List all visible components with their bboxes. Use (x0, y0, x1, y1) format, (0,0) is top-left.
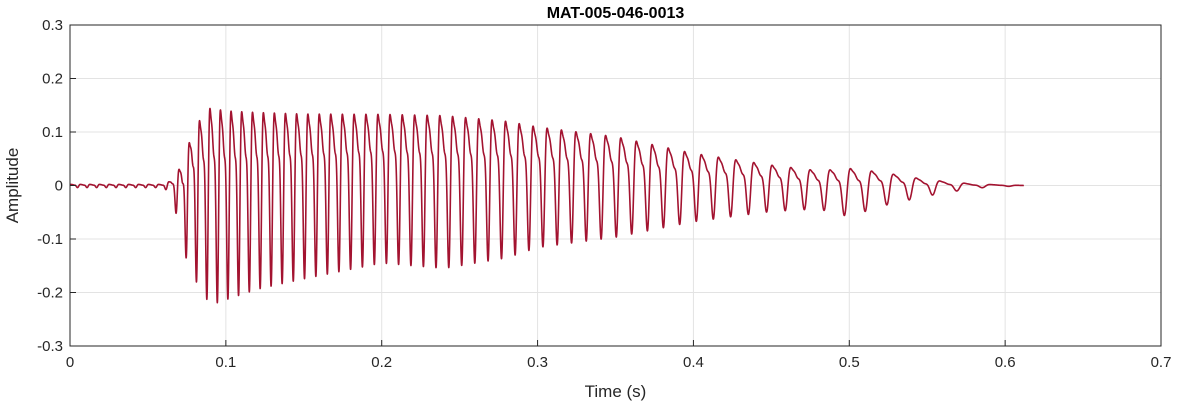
x-axis-ticks: 0 0.1 0.2 0.3 0.4 0.5 0.6 0.7 (66, 340, 1172, 371)
waveform-series (69, 107, 1025, 304)
y-tick-label: 0.2 (42, 71, 63, 88)
x-tick-label: 0 (66, 354, 74, 371)
y-axis-label: Amplitude (3, 148, 22, 224)
x-axis-label: Time (s) (585, 382, 647, 401)
x-tick-label: 0.6 (995, 354, 1016, 371)
y-axis-ticks: -0.3 -0.2 -0.1 0 0.1 0.2 0.3 (37, 17, 76, 355)
x-tick-label: 0.1 (215, 354, 236, 371)
y-tick-label: -0.3 (37, 338, 63, 355)
x-tick-label: 0.5 (839, 354, 860, 371)
x-tick-label: 0.4 (683, 354, 704, 371)
y-tick-label: 0 (55, 178, 63, 195)
y-tick-label: -0.1 (37, 231, 63, 248)
y-tick-label: 0.1 (42, 124, 63, 141)
x-tick-label: 0.2 (371, 354, 392, 371)
x-tick-label: 0.7 (1151, 354, 1172, 371)
y-tick-label: -0.2 (37, 285, 63, 302)
y-tick-label: 0.3 (42, 17, 63, 34)
chart-title: MAT-005-046-0013 (547, 5, 685, 22)
x-tick-label: 0.3 (527, 354, 548, 371)
